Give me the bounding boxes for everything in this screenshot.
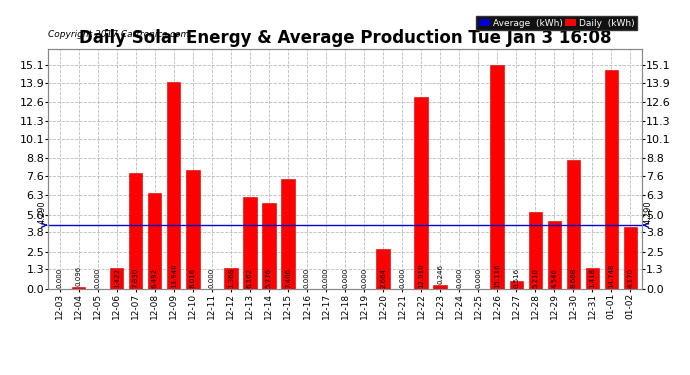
Bar: [110, 268, 124, 289]
Text: 7.830: 7.830: [132, 267, 139, 288]
Text: 6.162: 6.162: [247, 267, 253, 288]
Bar: [244, 198, 257, 289]
Bar: [262, 203, 275, 289]
Title: Daily Solar Energy & Average Production Tue Jan 3 16:08: Daily Solar Energy & Average Production …: [79, 29, 611, 47]
Text: 0.000: 0.000: [304, 267, 310, 288]
Text: 1.418: 1.418: [589, 267, 595, 288]
Text: 7.406: 7.406: [285, 267, 291, 288]
Bar: [415, 98, 428, 289]
Bar: [433, 285, 446, 289]
Bar: [282, 179, 295, 289]
Text: 0.516: 0.516: [513, 267, 519, 288]
Bar: [167, 82, 181, 289]
Text: 5.210: 5.210: [532, 268, 538, 288]
Text: 4.546: 4.546: [551, 268, 558, 288]
Text: 14.748: 14.748: [609, 263, 614, 288]
Bar: [529, 211, 542, 289]
Bar: [72, 287, 86, 289]
Bar: [604, 70, 618, 289]
Text: 4.290: 4.290: [37, 200, 46, 224]
Text: 0.000: 0.000: [209, 267, 215, 288]
Text: 0.000: 0.000: [456, 267, 462, 288]
Legend: Average  (kWh), Daily  (kWh): Average (kWh), Daily (kWh): [477, 16, 637, 30]
Text: 0.000: 0.000: [399, 267, 405, 288]
Bar: [186, 170, 199, 289]
Text: 0.096: 0.096: [76, 266, 81, 286]
Bar: [148, 193, 161, 289]
Text: 4.170: 4.170: [627, 267, 633, 288]
Bar: [548, 221, 561, 289]
Text: 0.000: 0.000: [342, 267, 348, 288]
Text: 4.290: 4.290: [644, 200, 653, 224]
Text: 12.910: 12.910: [418, 263, 424, 288]
Text: 0.000: 0.000: [57, 267, 63, 288]
Bar: [586, 268, 599, 289]
Text: 8.668: 8.668: [570, 267, 576, 288]
Bar: [566, 160, 580, 289]
Text: 0.000: 0.000: [475, 267, 481, 288]
Text: 0.246: 0.246: [437, 264, 443, 284]
Bar: [224, 268, 237, 289]
Text: 15.116: 15.116: [494, 263, 500, 288]
Text: 1.368: 1.368: [228, 267, 234, 288]
Text: 5.776: 5.776: [266, 267, 272, 288]
Text: Copyright 2017 Cartronics.com: Copyright 2017 Cartronics.com: [48, 30, 190, 39]
Bar: [376, 249, 390, 289]
Text: 13.940: 13.940: [171, 263, 177, 288]
Text: 1.422: 1.422: [114, 268, 120, 288]
Text: 0.000: 0.000: [95, 267, 101, 288]
Text: 6.492: 6.492: [152, 268, 158, 288]
Text: 0.000: 0.000: [323, 267, 329, 288]
Text: 2.664: 2.664: [380, 268, 386, 288]
Bar: [509, 281, 523, 289]
Bar: [129, 173, 142, 289]
Text: 0.000: 0.000: [361, 267, 367, 288]
Bar: [624, 227, 637, 289]
Text: 8.016: 8.016: [190, 267, 196, 288]
Bar: [491, 65, 504, 289]
